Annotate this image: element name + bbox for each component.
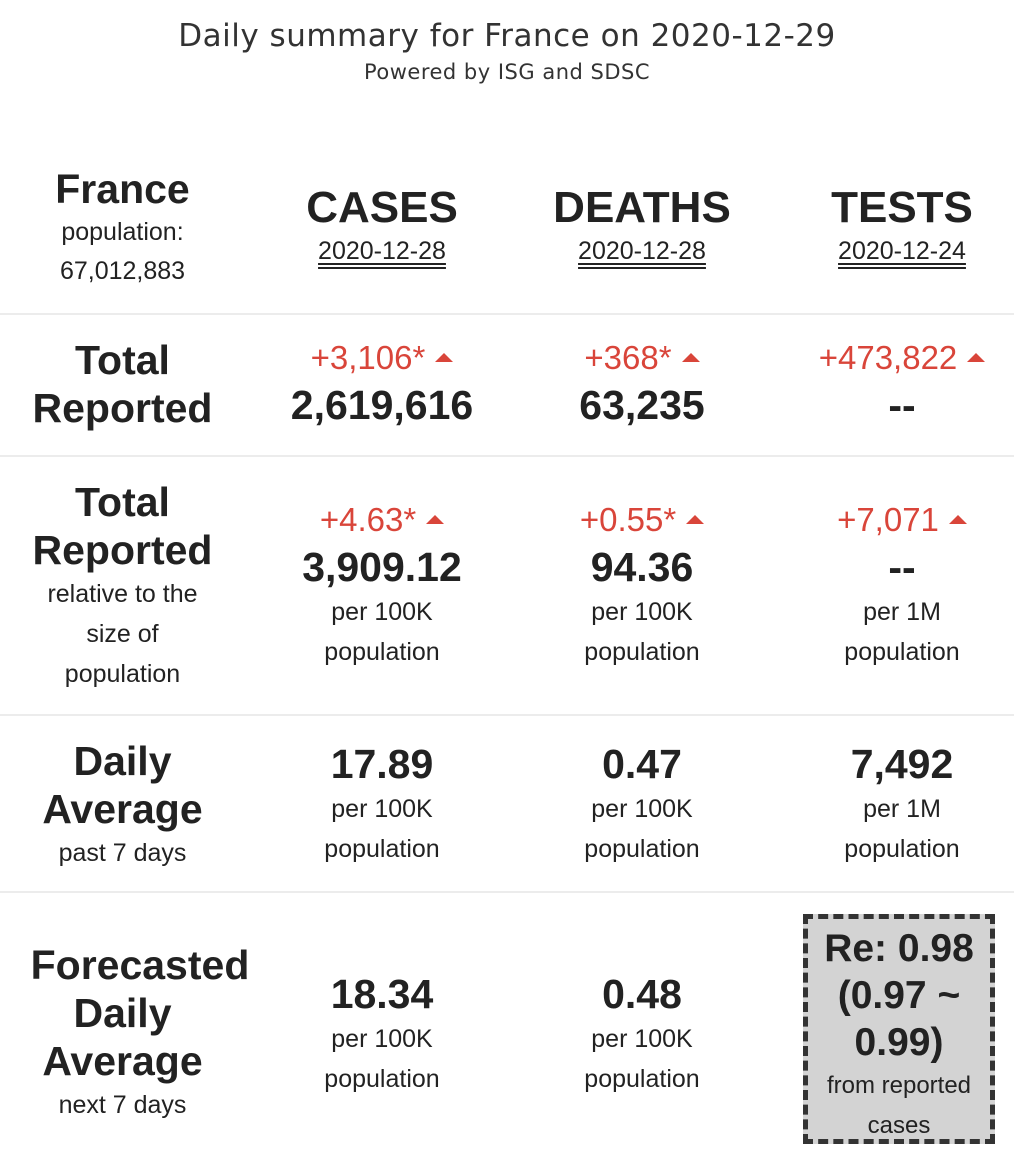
tests-delta: +7,071 [772, 498, 1014, 542]
cases-forecast-value: 18.34 [330, 971, 434, 1017]
row-label: Average [42, 786, 203, 832]
re-range-low: (0.97 ~ [837, 974, 961, 1017]
tests-average-cell: 7,492 per 1M population [772, 739, 1014, 869]
tests-average-value: 7,492 [850, 741, 954, 787]
column-title: DEATHS [553, 183, 731, 232]
unit-label: per 100K [331, 598, 433, 626]
unit-label: population [584, 1065, 700, 1093]
row-label: Total [75, 479, 170, 525]
row-label: Reported [32, 385, 213, 431]
re-range-high: 0.99) [854, 1021, 944, 1064]
population-label: population: [61, 218, 184, 246]
re-estimate-box: Re: 0.98 (0.97 ~ 0.99) from reported cas… [803, 914, 995, 1144]
unit-label: population [584, 638, 700, 666]
deaths-relative-cell: +0.55* 94.36 per 100K population [512, 498, 772, 672]
row-sublabel: past 7 days [58, 839, 187, 867]
triangle-up-icon [681, 352, 700, 362]
unit-label: population [584, 835, 700, 863]
unit-label: population [324, 835, 440, 863]
row-label: Average [42, 1038, 203, 1084]
unit-label: per 1M [863, 795, 941, 823]
column-title: TESTS [831, 183, 973, 232]
page-subtitle: Powered by ISG and SDSC [363, 60, 651, 84]
column-date-link[interactable]: 2020-12-24 [838, 237, 966, 265]
triangle-up-icon [426, 514, 445, 524]
tests-total-value: -- [888, 382, 916, 428]
deaths-delta: +368* [512, 336, 772, 380]
cases-relative-cell: +4.63* 3,909.12 per 100K population [252, 498, 512, 672]
column-deaths-header: DEATHS 2020-12-28 [512, 183, 772, 269]
country-name: France [55, 166, 190, 212]
triangle-up-icon [435, 352, 454, 362]
triangle-up-icon [967, 352, 986, 362]
row-divider [0, 313, 1014, 315]
page-title: Daily summary for France on 2020-12-29 [178, 18, 836, 54]
unit-label: per 100K [331, 795, 433, 823]
tests-total-cell: +473,822 -- [772, 336, 1014, 430]
cases-relative-value: 3,909.12 [302, 544, 462, 590]
cases-average-cell: 17.89 per 100K population [252, 739, 512, 869]
column-tests-header: TESTS 2020-12-24 [772, 183, 1014, 269]
column-date-link[interactable]: 2020-12-28 [318, 237, 446, 265]
unit-label: per 100K [331, 1025, 433, 1053]
unit-label: population [324, 1065, 440, 1093]
cases-total-value: 2,619,616 [290, 382, 474, 428]
unit-label: population [844, 835, 960, 863]
column-cases-header: CASES 2020-12-28 [252, 183, 512, 269]
tests-relative-value: -- [888, 544, 916, 590]
row-sublabel: next 7 days [58, 1091, 187, 1119]
row-label: Forecasted [30, 942, 250, 988]
cases-total-cell: +3,106* 2,619,616 [252, 336, 512, 430]
deaths-total-cell: +368* 63,235 [512, 336, 772, 430]
population-value: 67,012,883 [59, 257, 186, 285]
triangle-up-icon [948, 514, 967, 524]
row-sublabel: population [64, 660, 181, 688]
row-label-cell: Total Reported [0, 336, 245, 432]
cases-delta: +3,106* [252, 336, 512, 380]
column-title: CASES [306, 183, 458, 232]
row-label-cell: Daily Average past 7 days [0, 737, 245, 873]
cases-average-value: 17.89 [330, 741, 434, 787]
unit-label: population [324, 638, 440, 666]
unit-label: per 100K [591, 795, 693, 823]
re-source: cases [867, 1112, 931, 1139]
column-date-link[interactable]: 2020-12-28 [578, 237, 706, 265]
tests-relative-cell: +7,071 -- per 1M population [772, 498, 1014, 672]
deaths-forecast-cell: 0.48 per 100K population [512, 969, 772, 1099]
row-label-cell: Total Reported relative to the size of p… [0, 478, 245, 694]
deaths-total-value: 63,235 [579, 382, 705, 428]
country-cell: France population: 67,012,883 [0, 165, 245, 291]
row-label: Daily [73, 738, 172, 784]
deaths-average-value: 0.47 [602, 741, 682, 787]
triangle-up-icon [686, 514, 705, 524]
row-divider [0, 714, 1014, 716]
re-value: Re: 0.98 [824, 927, 974, 970]
row-sublabel: size of [86, 620, 159, 648]
unit-label: population [844, 638, 960, 666]
tests-delta: +473,822 [772, 336, 1014, 380]
row-label-cell: Forecasted Daily Average next 7 days [0, 941, 280, 1125]
deaths-average-cell: 0.47 per 100K population [512, 739, 772, 869]
row-label: Total [75, 337, 170, 383]
unit-label: per 100K [591, 598, 693, 626]
deaths-relative-value: 94.36 [590, 544, 694, 590]
row-divider [0, 891, 1014, 893]
unit-label: per 1M [863, 598, 941, 626]
cases-delta: +4.63* [252, 498, 512, 542]
row-divider [0, 455, 1014, 457]
row-label: Reported [32, 527, 213, 573]
deaths-forecast-value: 0.48 [602, 971, 682, 1017]
row-label: Daily [73, 990, 172, 1036]
row-sublabel: relative to the [47, 580, 198, 608]
re-source: from reported [826, 1072, 972, 1099]
unit-label: per 100K [591, 1025, 693, 1053]
deaths-delta: +0.55* [512, 498, 772, 542]
cases-forecast-cell: 18.34 per 100K population [252, 969, 512, 1099]
